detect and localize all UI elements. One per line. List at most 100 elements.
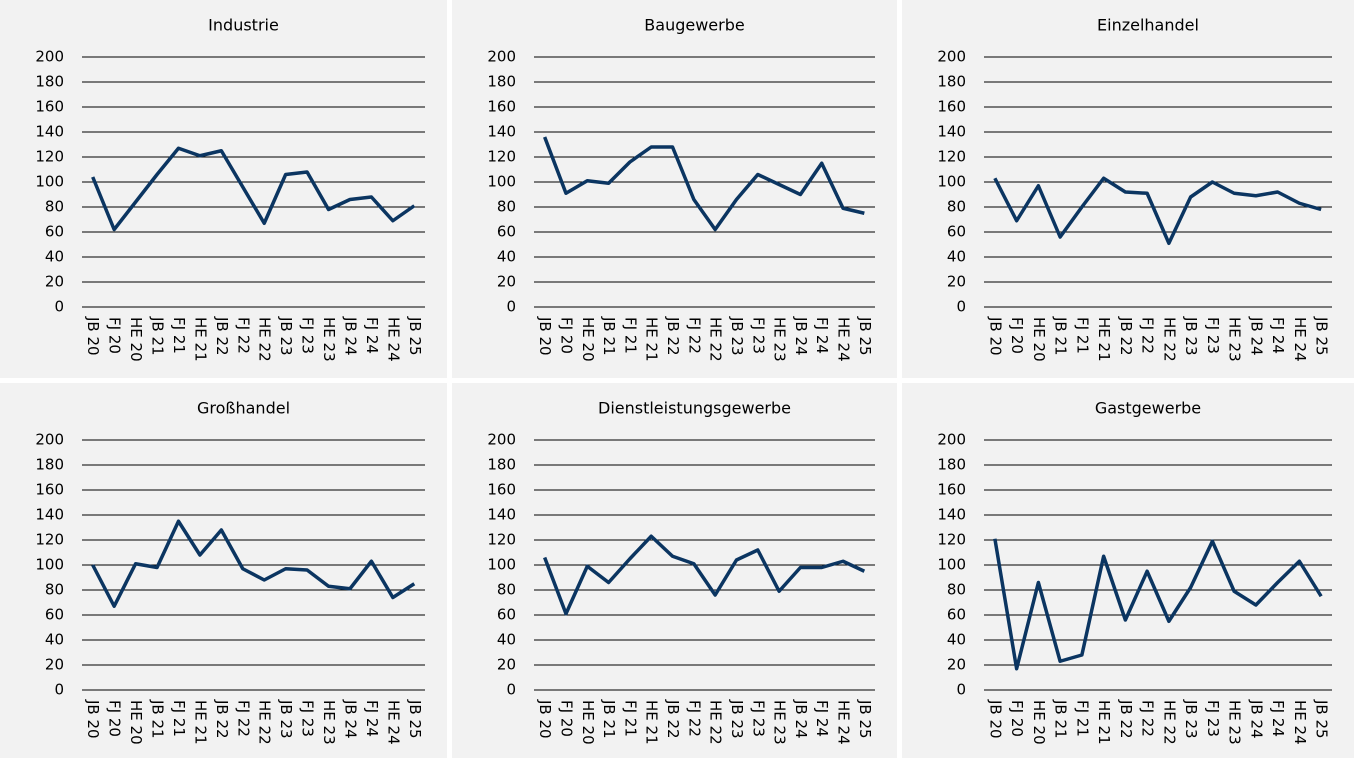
- y-tick-label: 100: [35, 173, 64, 191]
- panel-background: [452, 383, 897, 758]
- x-tick-label: HE 24: [1291, 700, 1309, 745]
- y-tick-label: 180: [35, 73, 64, 91]
- y-tick-label: 0: [506, 681, 516, 699]
- x-tick-label: JB 22: [664, 699, 682, 739]
- x-tick-label: HE 21: [643, 700, 661, 745]
- x-tick-label: HE 20: [1030, 317, 1048, 362]
- y-tick-label: 20: [45, 273, 64, 291]
- x-tick-label: JB 23: [1182, 699, 1200, 739]
- y-tick-label: 40: [497, 631, 516, 649]
- y-tick-label: 60: [947, 606, 966, 624]
- data-line: [91, 146, 416, 232]
- x-tick-label: JB 25: [1313, 316, 1331, 356]
- x-tick-label: JB 21: [1052, 316, 1070, 356]
- x-tick-label: JB 24: [792, 699, 810, 739]
- y-tick-label: 160: [937, 481, 966, 499]
- x-tick-label: JB 21: [600, 699, 618, 739]
- x-tick-label: JB 24: [1247, 316, 1265, 356]
- x-tick-label: FJ 22: [1139, 700, 1157, 737]
- x-tick-label: FJ 23: [1204, 700, 1222, 737]
- y-tick-label: 60: [45, 606, 64, 624]
- x-tick-label: JB 25: [856, 699, 874, 739]
- y-tick-label: 160: [487, 481, 516, 499]
- x-tick-label: FJ 22: [1139, 317, 1157, 354]
- x-tick-label: FJ 24: [813, 700, 831, 737]
- x-tick-label: HE 23: [1226, 700, 1244, 745]
- y-tick-label: 180: [937, 456, 966, 474]
- x-tick-label: HE 23: [1226, 317, 1244, 362]
- x-tick-label: JB 20: [84, 316, 102, 356]
- panel-background: [0, 0, 447, 378]
- x-tick-label: FJ 20: [106, 317, 124, 354]
- y-tick-label: 140: [937, 506, 966, 524]
- y-tick-label: 20: [947, 656, 966, 674]
- x-tick-label: HE 22: [256, 700, 274, 745]
- y-tick-label: 140: [35, 506, 64, 524]
- y-tick-label: 120: [35, 148, 64, 166]
- x-tick-label: FJ 23: [299, 700, 317, 737]
- y-tick-label: 20: [45, 656, 64, 674]
- data-line: [543, 534, 866, 616]
- y-tick-label: 200: [487, 48, 516, 66]
- y-tick-label: 140: [487, 123, 516, 141]
- y-tick-label: 160: [35, 98, 64, 116]
- x-tick-label: JB 25: [856, 316, 874, 356]
- x-tick-label: FJ 21: [621, 700, 639, 737]
- y-tick-label: 100: [487, 556, 516, 574]
- y-tick-label: 20: [947, 273, 966, 291]
- chart-title: Industrie: [208, 16, 279, 35]
- y-tick-label: 40: [947, 631, 966, 649]
- y-tick-label: 40: [947, 248, 966, 266]
- x-tick-label: HE 22: [707, 700, 725, 745]
- chart-title: Gastgewerbe: [1095, 399, 1201, 418]
- x-tick-label: JB 21: [600, 316, 618, 356]
- x-tick-label: FJ 20: [557, 317, 575, 354]
- x-tick-label: FJ 24: [1269, 700, 1287, 737]
- y-tick-label: 60: [947, 223, 966, 241]
- y-tick-label: 200: [35, 48, 64, 66]
- x-tick-label: JB 23: [277, 699, 295, 739]
- y-tick-label: 80: [497, 198, 516, 216]
- x-tick-label: FJ 23: [1204, 317, 1222, 354]
- chart-title: Baugewerbe: [644, 16, 744, 35]
- y-tick-label: 160: [487, 98, 516, 116]
- x-tick-label: HE 24: [384, 317, 402, 362]
- y-tick-label: 80: [497, 581, 516, 599]
- x-tick-label: HE 22: [256, 317, 274, 362]
- y-tick-label: 40: [497, 248, 516, 266]
- x-tick-label: JB 22: [1117, 316, 1135, 356]
- y-tick-label: 20: [497, 273, 516, 291]
- y-tick-label: 120: [487, 148, 516, 166]
- x-tick-label: JB 21: [149, 316, 167, 356]
- y-tick-label: 180: [487, 456, 516, 474]
- x-tick-label: HE 24: [835, 317, 853, 362]
- x-tick-label: JB 25: [406, 316, 424, 356]
- y-tick-label: 80: [947, 581, 966, 599]
- y-tick-label: 100: [937, 556, 966, 574]
- x-tick-label: FJ 24: [363, 317, 381, 354]
- panel-background: [0, 383, 447, 758]
- chart-title: Dienstleistungsgewerbe: [598, 399, 791, 418]
- x-tick-label: HE 22: [1160, 700, 1178, 745]
- y-tick-label: 80: [947, 198, 966, 216]
- y-tick-label: 180: [937, 73, 966, 91]
- x-tick-label: HE 23: [320, 700, 338, 745]
- x-tick-label: HE 21: [1095, 700, 1113, 745]
- y-tick-label: 0: [506, 298, 516, 316]
- x-tick-label: JB 21: [1052, 699, 1070, 739]
- x-tick-label: HE 21: [191, 700, 209, 745]
- panel-background: [902, 0, 1354, 378]
- x-tick-label: JB 24: [1247, 699, 1265, 739]
- y-tick-label: 0: [54, 298, 64, 316]
- x-tick-label: FJ 22: [234, 700, 252, 737]
- x-tick-label: JB 20: [536, 699, 554, 739]
- y-tick-label: 80: [45, 198, 64, 216]
- data-line: [91, 519, 416, 608]
- x-tick-label: JB 25: [1313, 699, 1331, 739]
- x-tick-label: JB 20: [84, 699, 102, 739]
- chart-title: Einzelhandel: [1097, 16, 1199, 35]
- x-tick-label: HE 20: [127, 317, 145, 362]
- x-tick-label: FJ 20: [557, 700, 575, 737]
- y-tick-label: 180: [35, 456, 64, 474]
- data-line: [543, 136, 865, 232]
